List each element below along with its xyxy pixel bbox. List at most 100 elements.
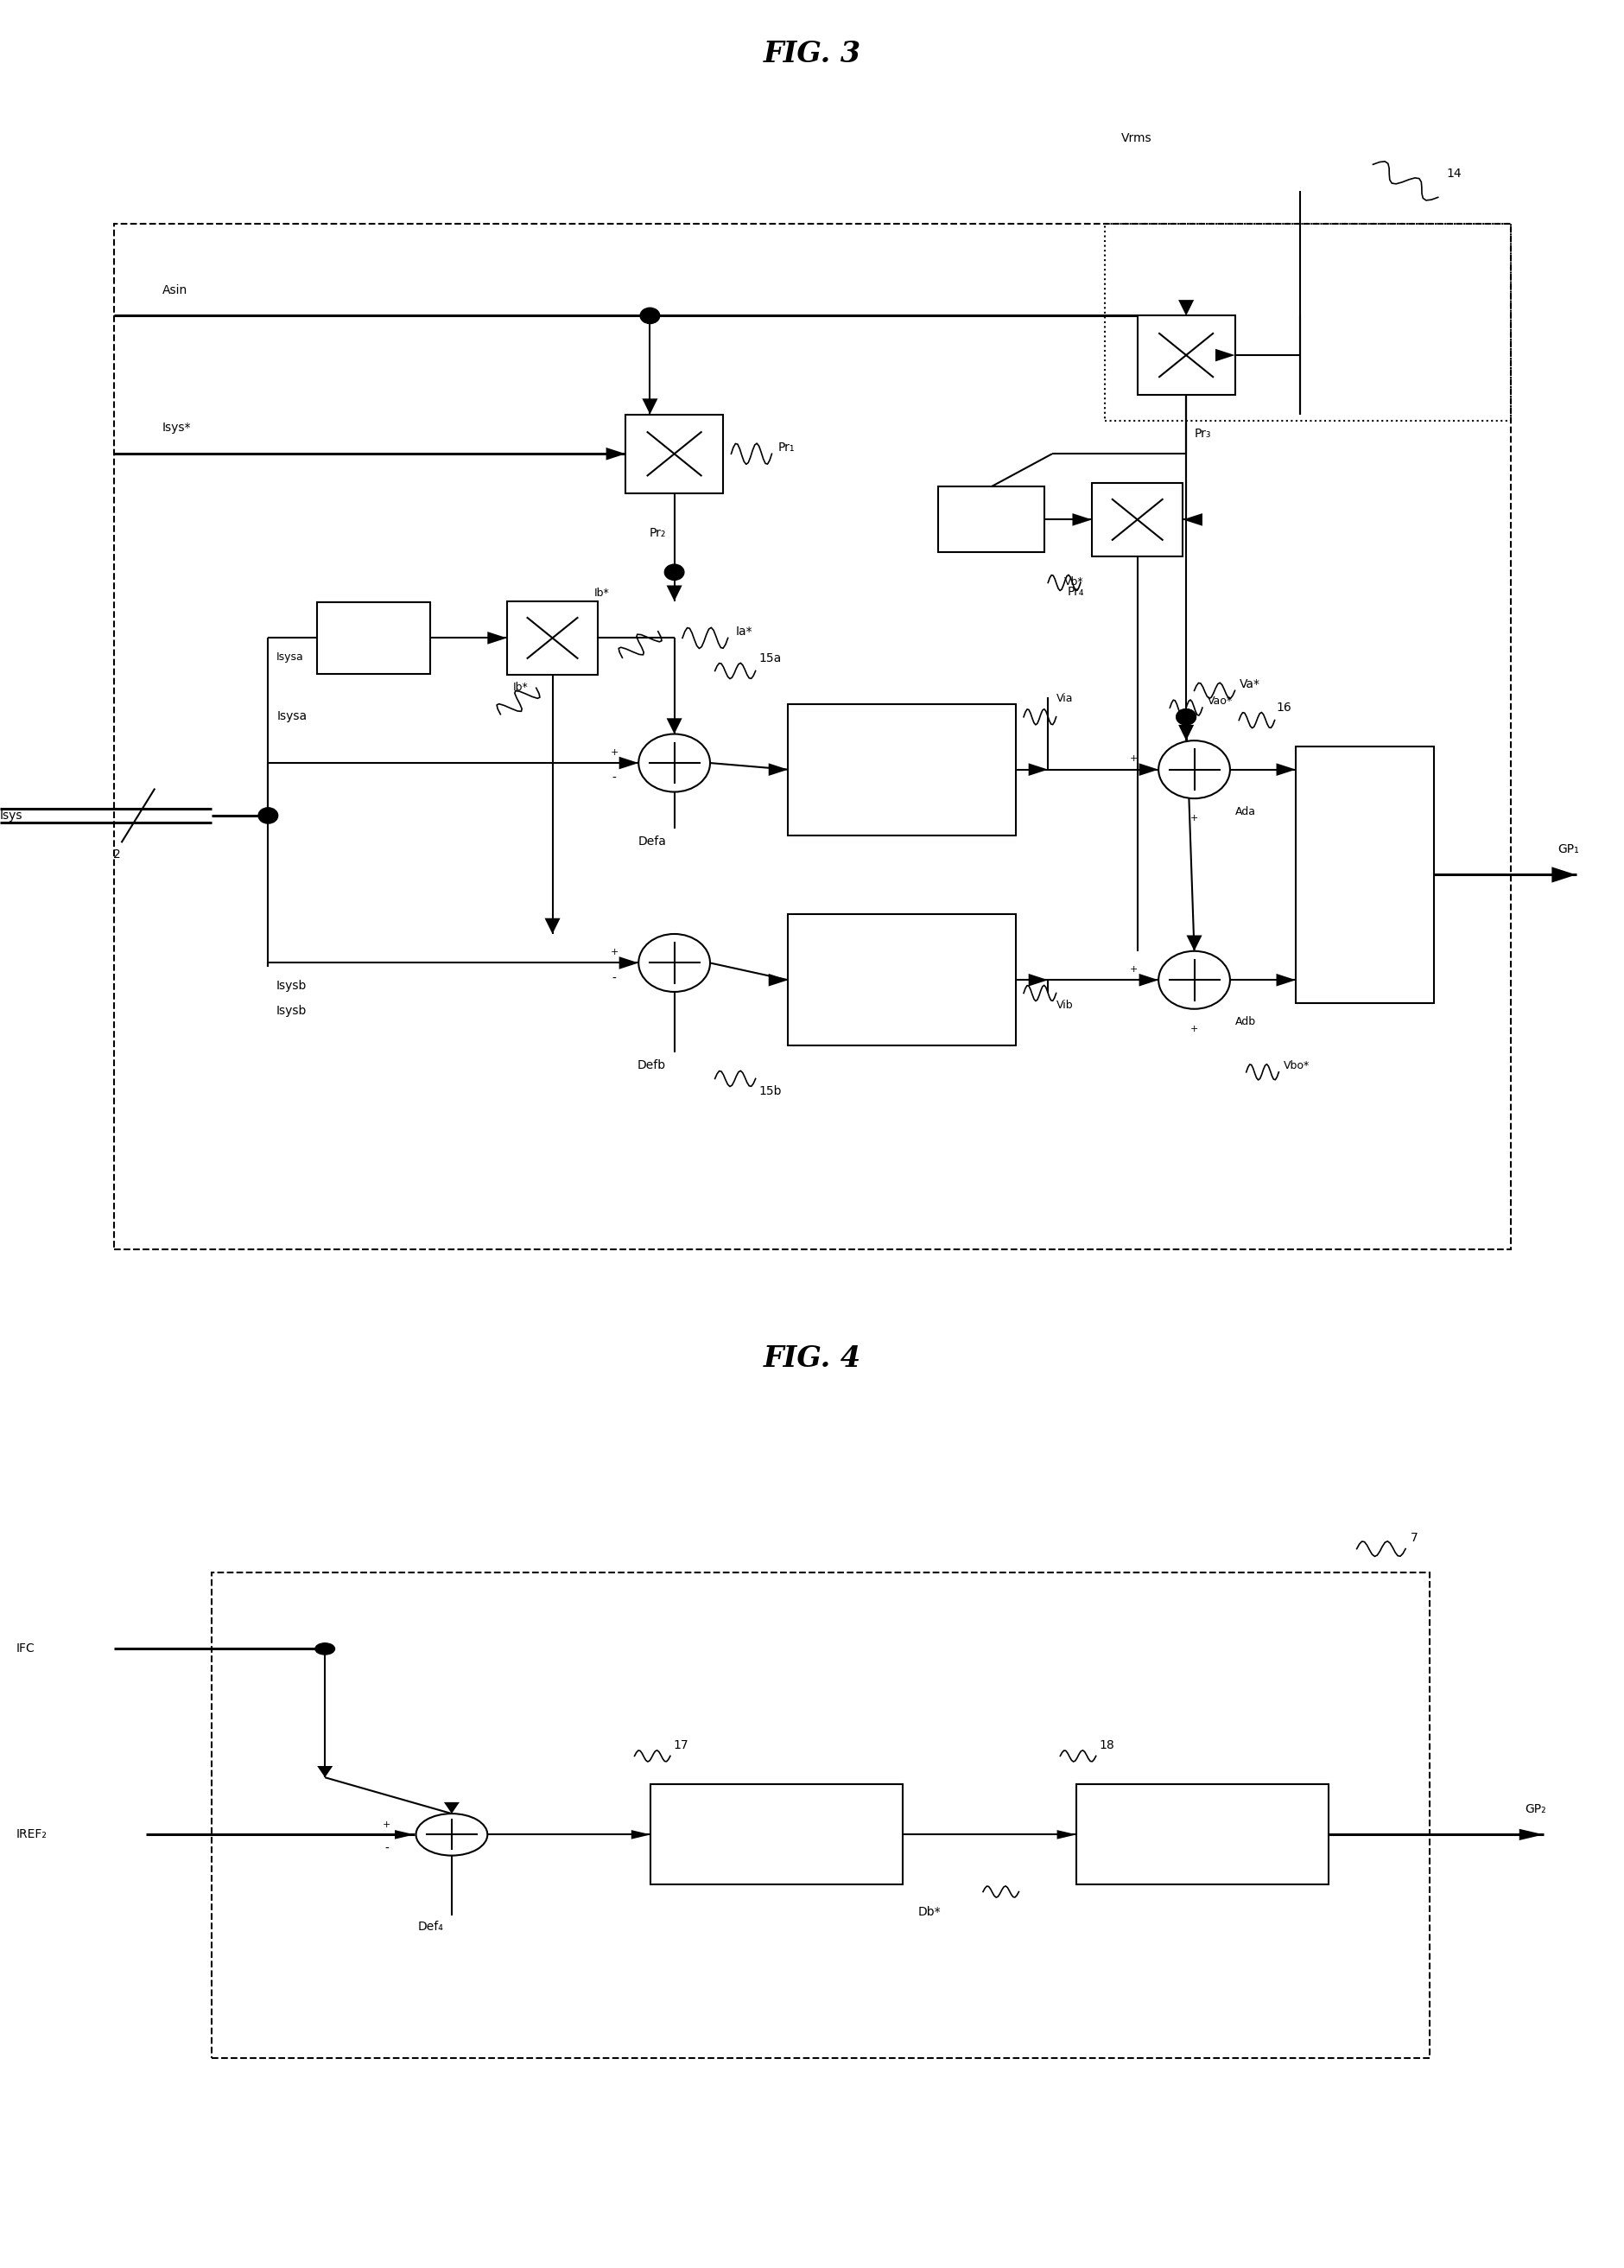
Text: Ada: Ada [1234, 805, 1255, 816]
Polygon shape [1182, 513, 1202, 526]
Polygon shape [1186, 934, 1202, 950]
Polygon shape [544, 919, 560, 934]
Circle shape [1158, 950, 1229, 1009]
Text: FIG. 3: FIG. 3 [763, 39, 861, 68]
Text: CURRENT: CURRENT [869, 739, 934, 753]
Text: -1: -1 [984, 513, 997, 526]
Text: Pr₂: Pr₂ [650, 526, 666, 540]
Polygon shape [1028, 973, 1047, 987]
Text: Isys: Isys [0, 810, 23, 821]
Circle shape [640, 308, 659, 324]
Bar [1137, 315, 1234, 395]
Circle shape [1176, 710, 1195, 726]
Text: 14: 14 [1445, 168, 1460, 179]
Text: Isysa: Isysa [276, 651, 304, 662]
Text: Pr₃: Pr₃ [1194, 426, 1210, 440]
Text: Vb*: Vb* [1064, 576, 1083, 587]
Polygon shape [768, 973, 788, 987]
Text: Pr₁: Pr₁ [778, 442, 794, 454]
Bar [1075, 1785, 1328, 1885]
Text: Adb: Adb [1234, 1016, 1255, 1027]
Bar [211, 1572, 1429, 2059]
Bar [650, 1785, 903, 1885]
Text: PULSE: PULSE [1181, 1799, 1223, 1810]
Polygon shape [630, 1830, 650, 1839]
Text: -: - [385, 1844, 388, 1855]
Polygon shape [1138, 764, 1158, 776]
Polygon shape [395, 1830, 414, 1839]
Text: Pr₄: Pr₄ [1067, 585, 1083, 596]
Circle shape [416, 1814, 487, 1855]
Circle shape [664, 565, 684, 581]
Polygon shape [641, 399, 658, 415]
Polygon shape [619, 758, 638, 769]
Text: -: - [612, 773, 615, 785]
Polygon shape [1177, 726, 1194, 742]
Circle shape [258, 807, 278, 823]
Bar [788, 703, 1015, 835]
Text: +: + [611, 948, 617, 957]
Polygon shape [1275, 973, 1296, 987]
Polygon shape [666, 585, 682, 601]
Text: Vbo*: Vbo* [1283, 1059, 1309, 1070]
Text: +: + [1130, 966, 1137, 973]
Text: Vrms: Vrms [1121, 132, 1151, 145]
Circle shape [1176, 710, 1195, 726]
Text: IREF₂: IREF₂ [16, 1828, 47, 1842]
Polygon shape [1138, 973, 1158, 987]
Text: 17: 17 [672, 1740, 689, 1751]
Polygon shape [1518, 1828, 1543, 1839]
Text: Vao*: Vao* [1207, 696, 1231, 708]
Text: 16: 16 [1275, 701, 1291, 714]
Text: Via: Via [1056, 692, 1072, 703]
Polygon shape [606, 447, 625, 460]
Polygon shape [1177, 299, 1194, 315]
Polygon shape [317, 1767, 333, 1778]
Text: GP₁: GP₁ [1556, 844, 1579, 855]
Text: CURRENT: CURRENT [869, 950, 934, 962]
Bar [939, 488, 1044, 553]
Polygon shape [1551, 866, 1575, 882]
Polygon shape [1028, 764, 1047, 776]
Circle shape [638, 934, 710, 991]
Circle shape [315, 1642, 335, 1656]
Text: FIG. 4: FIG. 4 [763, 1345, 861, 1372]
Text: Va*: Va* [1239, 678, 1260, 689]
Bar [1091, 483, 1182, 556]
Text: +: + [1190, 814, 1197, 823]
Text: 18: 18 [1098, 1740, 1114, 1751]
Polygon shape [1072, 513, 1091, 526]
Text: -: - [612, 973, 615, 984]
Polygon shape [768, 764, 788, 776]
Text: Isys*: Isys* [162, 422, 192, 433]
Polygon shape [1056, 1830, 1075, 1839]
Text: Ia*: Ia* [736, 626, 752, 637]
Bar [114, 225, 1510, 1250]
Bar [317, 601, 430, 674]
Text: Defb: Defb [637, 1059, 666, 1070]
Text: 2: 2 [114, 848, 120, 860]
Bar [1104, 225, 1510, 422]
Text: 15b: 15b [758, 1086, 781, 1098]
Text: Ib*: Ib* [594, 587, 609, 599]
Text: +: + [1130, 755, 1137, 764]
Text: OPERATION: OPERATION [1163, 1828, 1241, 1842]
Text: GP₂: GP₂ [1523, 1803, 1546, 1814]
Circle shape [638, 735, 710, 792]
Text: 7: 7 [1410, 1531, 1418, 1545]
Polygon shape [619, 957, 638, 968]
Bar [1296, 746, 1432, 1002]
Text: +: + [383, 1821, 390, 1830]
Text: Vib: Vib [1056, 1000, 1072, 1012]
Text: CURRENT: CURRENT [744, 1810, 809, 1821]
Text: REGULATOR: REGULATOR [861, 787, 942, 798]
Polygon shape [1275, 764, 1296, 776]
Text: Asin: Asin [162, 284, 188, 295]
Polygon shape [666, 719, 682, 735]
Polygon shape [1215, 349, 1234, 361]
Text: +: + [611, 748, 617, 758]
Bar [625, 415, 723, 494]
Text: REGULATOR: REGULATOR [861, 998, 942, 1009]
Text: Ib*: Ib* [513, 680, 528, 692]
Text: Isysa: Isysa [278, 710, 307, 723]
